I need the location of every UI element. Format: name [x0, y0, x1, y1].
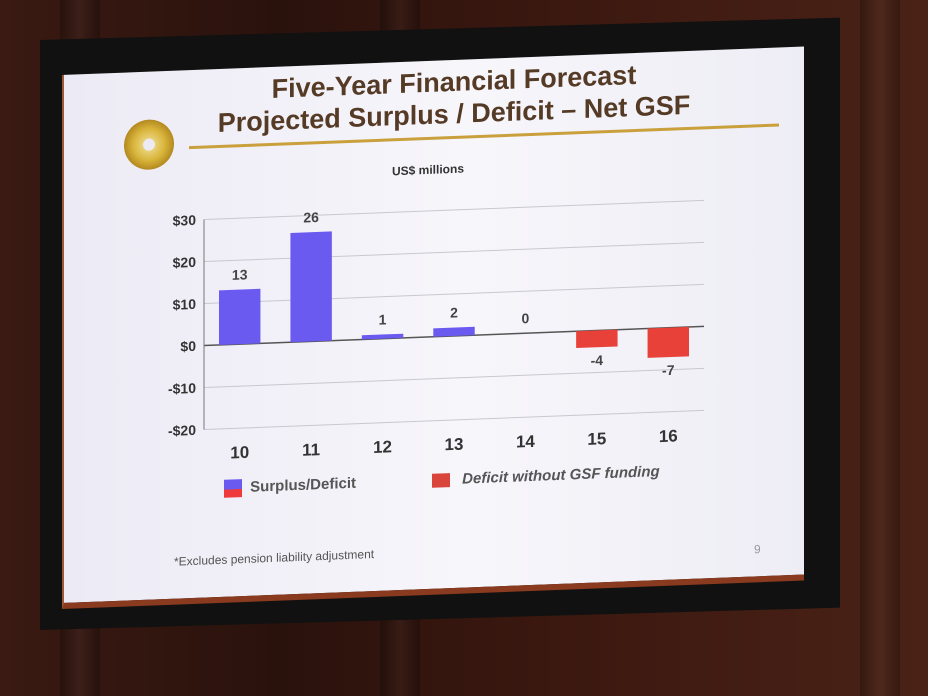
gridline [204, 241, 704, 263]
x-tick-label: 10 [230, 443, 249, 463]
bar [219, 288, 261, 345]
x-tick-label: 14 [516, 432, 535, 452]
y-tick-label: $0 [180, 338, 196, 355]
data-label: 13 [232, 266, 248, 283]
bar [290, 231, 332, 343]
legend-label-surplus: Surplus/Deficit [250, 474, 357, 496]
y-tick-label: -$20 [168, 422, 196, 439]
bar-layer [219, 231, 689, 358]
curtain-fold [860, 0, 900, 696]
y-tick-label: $30 [173, 212, 197, 229]
data-label: 26 [303, 209, 319, 226]
bar-chart: $30$20$10$0-$10-$2013102611112213014-415… [168, 199, 704, 463]
data-label: 1 [379, 311, 387, 327]
gridline [204, 409, 704, 431]
bar [647, 326, 689, 358]
x-tick-label: 15 [587, 429, 606, 449]
x-tick-label: 11 [302, 440, 320, 460]
grid-layer [203, 199, 704, 431]
legend-swatch-deficit [432, 473, 450, 488]
gridline [204, 283, 704, 305]
y-tick-label: $10 [173, 296, 197, 313]
data-label: 2 [450, 304, 458, 320]
y-tick-label: -$10 [168, 380, 196, 397]
legend-swatch-surplus [224, 479, 242, 498]
x-tick-label: 16 [659, 426, 678, 446]
x-tick-label: 12 [373, 437, 392, 457]
label-layer: $30$20$10$0-$10-$2013102611112213014-415… [168, 209, 678, 463]
bar [576, 329, 618, 349]
data-label: 0 [522, 310, 530, 326]
data-label: -7 [662, 362, 675, 378]
page-number: 9 [754, 542, 761, 557]
bar [361, 333, 404, 340]
gridline [204, 199, 704, 221]
bar [433, 326, 475, 337]
slide: Five-Year Financial Forecast Projected S… [62, 46, 804, 609]
gridline [204, 367, 704, 389]
x-tick-label: 13 [445, 435, 464, 455]
data-label: -4 [591, 352, 604, 368]
footnote: *Excludes pension liability adjustment [174, 547, 375, 569]
y-tick-label: $20 [173, 254, 197, 271]
